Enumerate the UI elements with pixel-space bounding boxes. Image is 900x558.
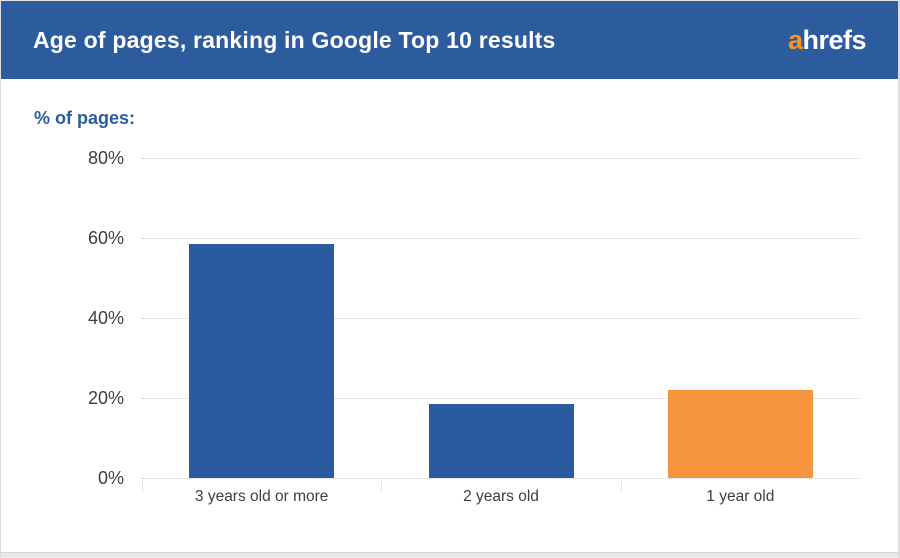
y-tick-label-60: 60%: [87, 228, 124, 248]
y-tick-label-20: 20%: [87, 388, 124, 408]
category-boundary-tick-1: [381, 478, 383, 491]
bar-1-year-old: [667, 390, 813, 478]
y-axis-title: % of pages:: [34, 108, 136, 128]
x-tick-label-2-years-old: 2 years old: [463, 488, 539, 505]
bar-3-years-old-or-more: [189, 244, 335, 478]
x-tick-label-3-years-old-or-more: 3 years old or more: [194, 488, 329, 505]
y-tick-label-0: 0%: [97, 468, 124, 488]
gridline-20: [142, 398, 860, 399]
category-boundary-tick-0: [142, 478, 143, 491]
ahrefs-logo-hrefs: hrefs: [802, 24, 866, 55]
gridline-60: [142, 238, 860, 239]
y-tick-label-80: 80%: [87, 148, 124, 168]
gridline-80: [142, 158, 860, 159]
chart-title: Age of pages, ranking in Google Top 10 r…: [33, 26, 556, 53]
ahrefs-logo-a: a: [787, 24, 803, 55]
x-tick-label-1-year-old: 1 year old: [706, 488, 775, 505]
gridline-0: [142, 478, 860, 479]
header-bar: Age of pages, ranking in Google Top 10 r…: [1, 1, 898, 79]
ahrefs-logo: ahrefs: [787, 24, 867, 56]
category-boundary-tick-2: [620, 478, 622, 491]
card-bottom-shadow: [1, 552, 898, 558]
y-tick-label-40: 40%: [87, 308, 124, 328]
bar-2-years-old: [428, 404, 574, 478]
gridline-40: [142, 318, 860, 319]
